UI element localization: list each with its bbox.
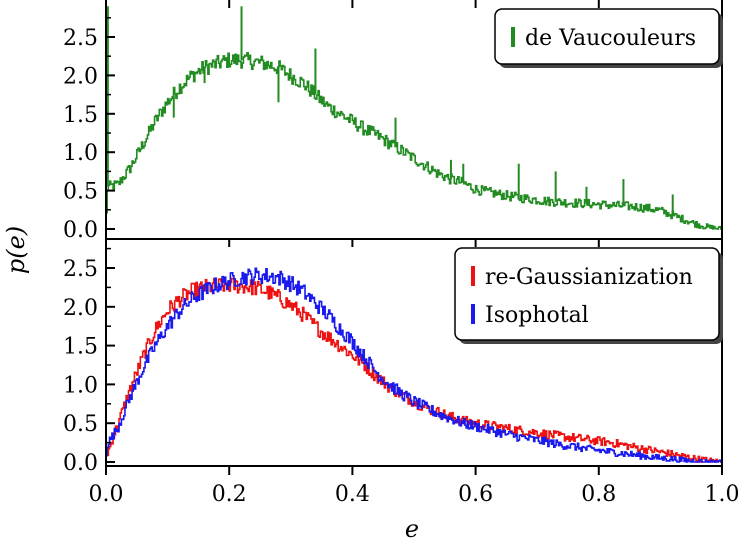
y-tick-label-top: 1.0 [63, 141, 98, 166]
x-tick-label: 0.8 [581, 482, 616, 507]
y-tick-label-bottom: 0.0 [63, 451, 98, 476]
y-tick-label-bottom: 1.0 [63, 373, 98, 398]
x-tick-label: 0.6 [458, 482, 493, 507]
x-axis: 0.0 0.2 0.4 0.6 0.8 1.0 [89, 466, 740, 507]
y-tick-label-bottom: 2.0 [63, 296, 98, 321]
y-tick-label-top: 2.5 [63, 26, 98, 51]
legend-bottom: re-Gaussianization Isophotal [455, 248, 723, 344]
series-line-de-vaucouleurs [106, 53, 722, 229]
y-tick-label-top: 0.5 [63, 180, 98, 205]
legend-label: re-Gaussianization [485, 265, 693, 290]
x-tick-label: 0.2 [212, 482, 247, 507]
figure: 0.0 0.5 1.0 1.5 2.0 2.5 de Vaucouleurs 0.0 0.5 1… [0, 0, 747, 550]
y-tick-label-top: 0.0 [63, 218, 98, 243]
legend-top: de Vaucouleurs [495, 9, 723, 68]
y-tick-label-top: 2.0 [63, 64, 98, 89]
legend-label: Isophotal [485, 303, 589, 328]
x-tick-label: 1.0 [705, 482, 740, 507]
y-tick-label-bottom: 0.5 [63, 412, 98, 437]
legend-label: de Vaucouleurs [525, 26, 696, 51]
y-axis-label: p(e) [2, 226, 30, 274]
y-tick-label-bottom: 2.5 [63, 257, 98, 282]
x-tick-label: 0.0 [89, 482, 124, 507]
x-tick-label: 0.4 [335, 482, 370, 507]
bottom-panel: 0.0 0.5 1.0 1.5 2.0 2.5 re-Gaussianization Isop… [63, 239, 723, 476]
y-tick-label-top: 1.5 [63, 103, 98, 128]
top-panel: 0.0 0.5 1.0 1.5 2.0 2.5 de Vaucouleurs [63, 0, 723, 243]
x-axis-label: e [405, 515, 419, 543]
y-tick-label-bottom: 1.5 [63, 335, 98, 360]
